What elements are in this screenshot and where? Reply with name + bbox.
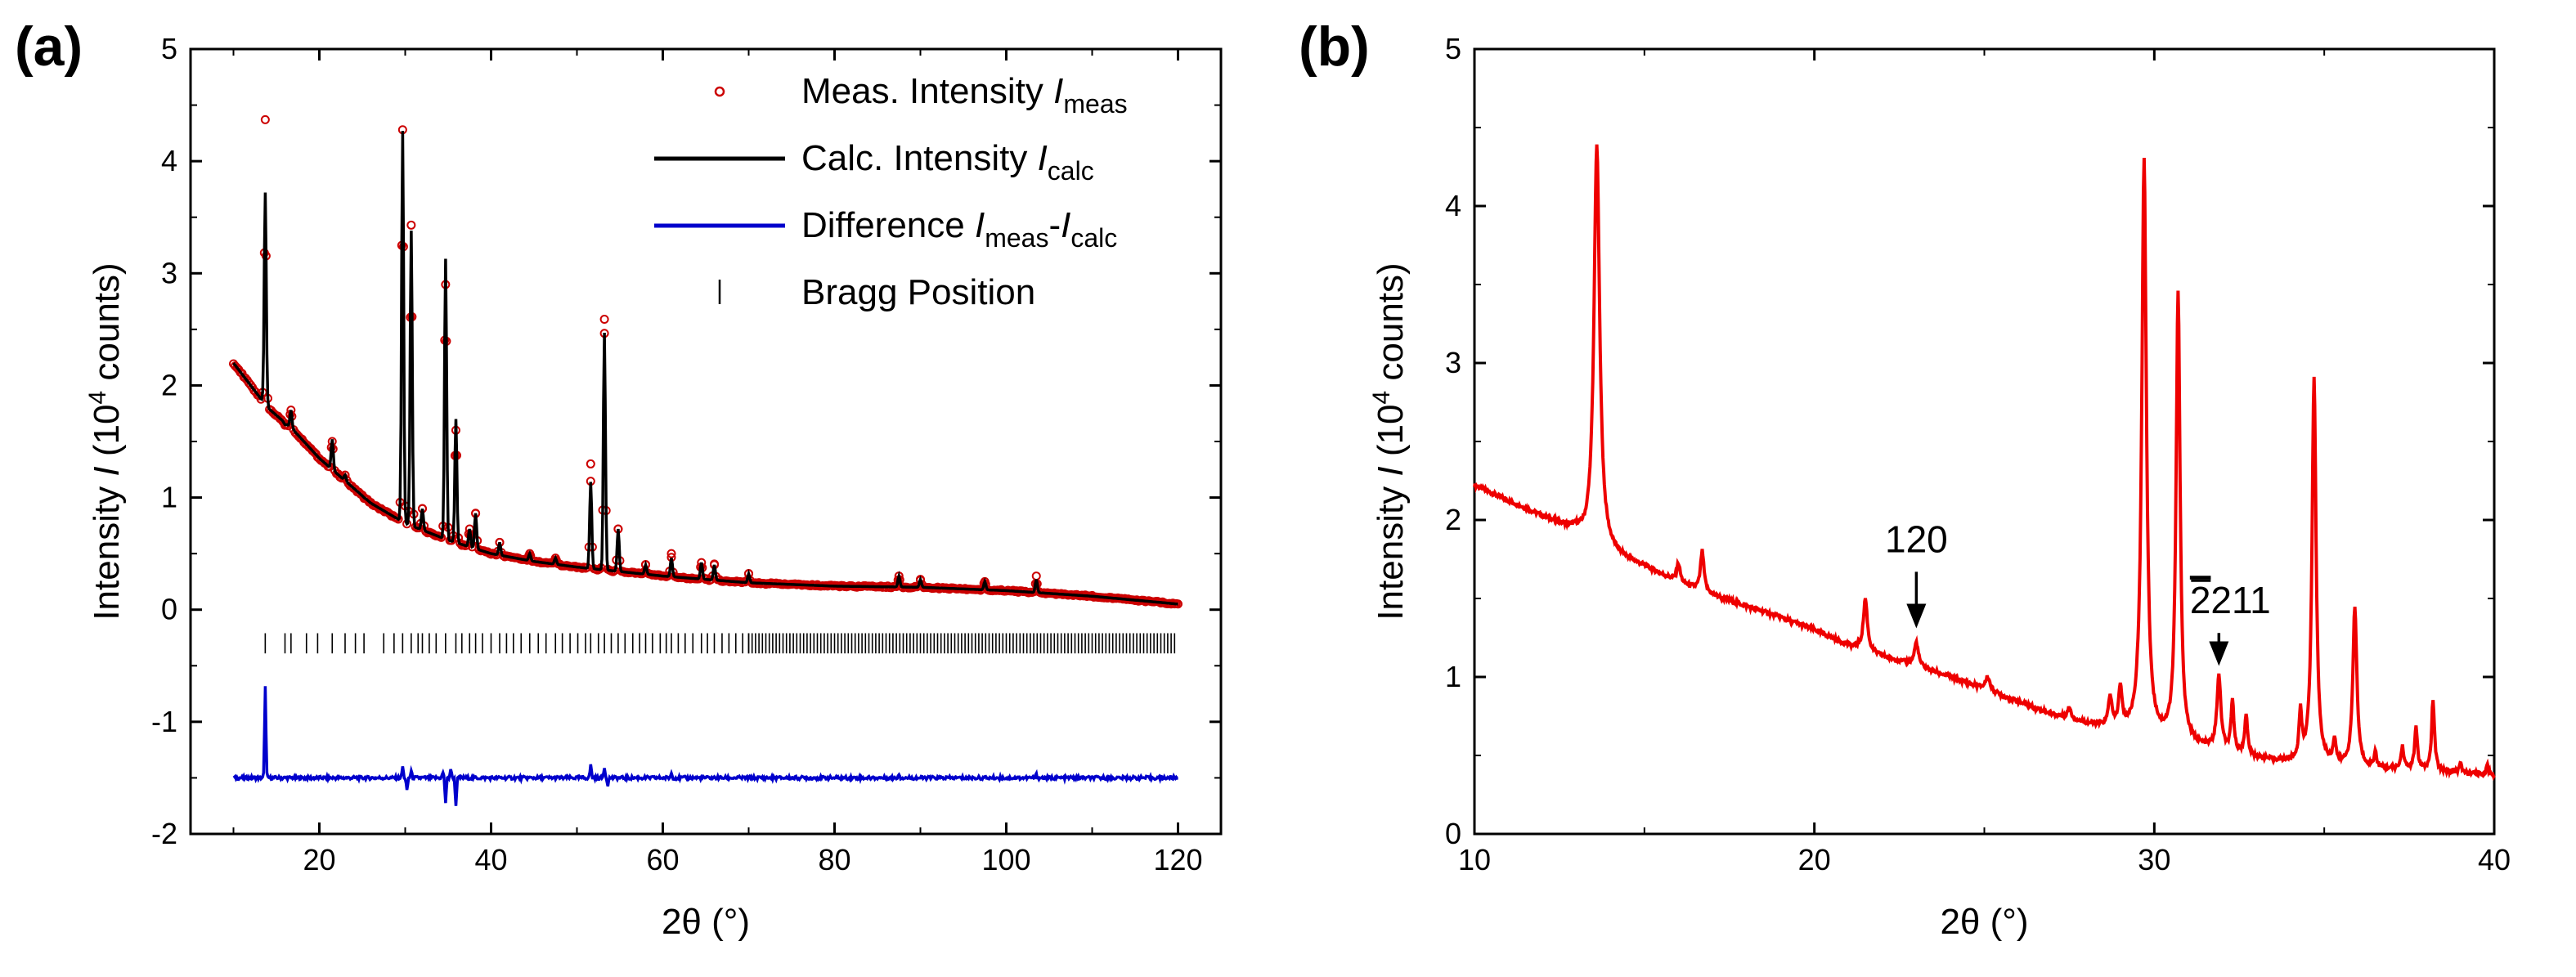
chart-b-xtick-label: 20 [1798,843,1831,876]
chart-b-ytick-label: 3 [1445,346,1461,379]
chart-a-xtick-label: 120 [1153,843,1202,876]
chart-b-y-axis-label-part: I [1371,466,1411,476]
chart-b-ytick-label: 4 [1445,189,1461,222]
chart-b-y-axis-label-part: 4 [1368,391,1395,405]
panel-label-a: (a) [15,16,83,78]
chart-a-ytick-label: 4 [161,144,177,177]
legend-label: Bragg Position [801,272,1035,312]
chart-a-y-axis-label: Intensity I (104 counts) [84,262,127,620]
chart-b-x-axis-label: 2θ (°) [1940,902,2028,942]
chart-b-xtick-label: 10 [1458,843,1491,876]
meas-peak-point [586,459,595,468]
chart-a-y-axis-label-part: I [87,466,127,476]
legend-label-part: meas [1063,89,1127,119]
chart-b-y-axis-label: Intensity I (104 counts) [1368,262,1411,620]
chart-a-ytick-label: 2 [161,368,177,401]
chart-a-ytick-label: -1 [151,705,177,738]
annotation-label: 120 [1885,518,1948,560]
chart-panel-a: (a) 20 40 60 80 100 120 -2 -1 0 1 2 3 4 5 2θ (°) Intens… [0,0,1276,973]
chart-b-xtick-label: 30 [2138,843,2170,876]
chart-b-y-axis-label-part: counts) [1371,262,1411,391]
chart-b-ytick-label: 5 [1445,32,1461,65]
chart-a-xtick-label: 60 [646,843,679,876]
meas-peak-point [359,493,369,503]
chart-a-ytick-label: 5 [161,32,177,65]
chart-b-ytick-label: 2 [1445,503,1461,536]
legend-label-part: calc [1070,223,1117,253]
chart-panel-b: (b) 10 20 30 40 0 1 2 3 4 5 2θ (°) Intensity I (104… [1276,0,2576,973]
legend-label-part: meas [985,223,1048,253]
legend-label-part: I [1053,71,1063,111]
chart-b-y-axis-label-part: (10 [1371,405,1411,467]
xrd-pattern-line [1473,144,2496,782]
meas-peak-point [1031,571,1041,581]
legend-label-part: I [1038,138,1048,178]
annotation-label: 2211 [2190,579,2271,621]
legend-label: Difference Imeas-Icalc [801,205,1117,253]
legend-label: Meas. Intensity Imeas [801,71,1128,119]
chart-a-y-axis-label-part: counts) [87,262,127,391]
chart-a-y-axis-label-part: (10 [87,405,127,467]
chart-a-xtick-label: 100 [981,843,1030,876]
chart-a-ytick-label: -2 [151,817,177,850]
chart-a-meas-series [229,114,1183,609]
meas-peak-point [406,220,416,230]
calc-intensity-line [232,131,1178,606]
annotation-arrow-head [2209,641,2229,666]
chart-a-xtick-label: 20 [303,843,335,876]
chart-b-ytick-label: 0 [1445,817,1461,850]
peak-annotation: 2211 [2190,579,2271,666]
chart-b-y-axis-label-part: Intensity [1371,477,1411,621]
chart-a-ytick-label: 1 [161,481,177,514]
chart-a-ytick-label: 0 [161,593,177,626]
chart-a-y-axis-label-part: 4 [84,391,111,405]
annotation-overbar-digit: 2 [2190,579,2211,621]
difference-line [232,686,1178,806]
panel-label-b: (b) [1299,16,1370,78]
chart-b-xtick-label: 40 [2478,843,2511,876]
chart-a-xtick-label: 80 [818,843,850,876]
legend-marker-meas [714,86,725,97]
legend-label-part: Difference [801,205,975,245]
chart-a-x-axis-label: 2θ (°) [662,902,750,942]
annotation-arrow-head [1906,603,1927,629]
peak-annotation: 120 [1885,518,1948,629]
legend-label-part: - [1048,205,1061,245]
meas-peak-point [260,114,270,124]
legend-label-part: I [975,205,985,245]
meas-peak-point [599,315,609,325]
chart-a-xtick-label: 40 [474,843,507,876]
legend-label-part: I [1061,205,1070,245]
chart-a-legend: Meas. Intensity Imeas Calc. Intensity Ica… [654,71,1128,312]
chart-a-y-axis-label-part: Intensity [87,477,127,621]
chart-a-bragg-series [264,633,1176,654]
legend-label: Calc. Intensity Icalc [801,138,1094,186]
chart-a-ytick-label: 3 [161,256,177,289]
chart-a-svg: 20 40 60 80 100 120 -2 -1 0 1 2 3 4 5 2θ (°) Intensity … [84,32,1223,942]
annotation-label-rest: 211 [2210,579,2270,621]
legend-label-part: Calc. Intensity [801,138,1038,178]
meas-peak-point [666,549,676,558]
legend-label-part: Meas. Intensity [801,71,1053,111]
chart-b-ytick-label: 1 [1445,660,1461,693]
legend-label-part: calc [1048,156,1094,186]
chart-b-plot-frame [1473,47,2496,836]
